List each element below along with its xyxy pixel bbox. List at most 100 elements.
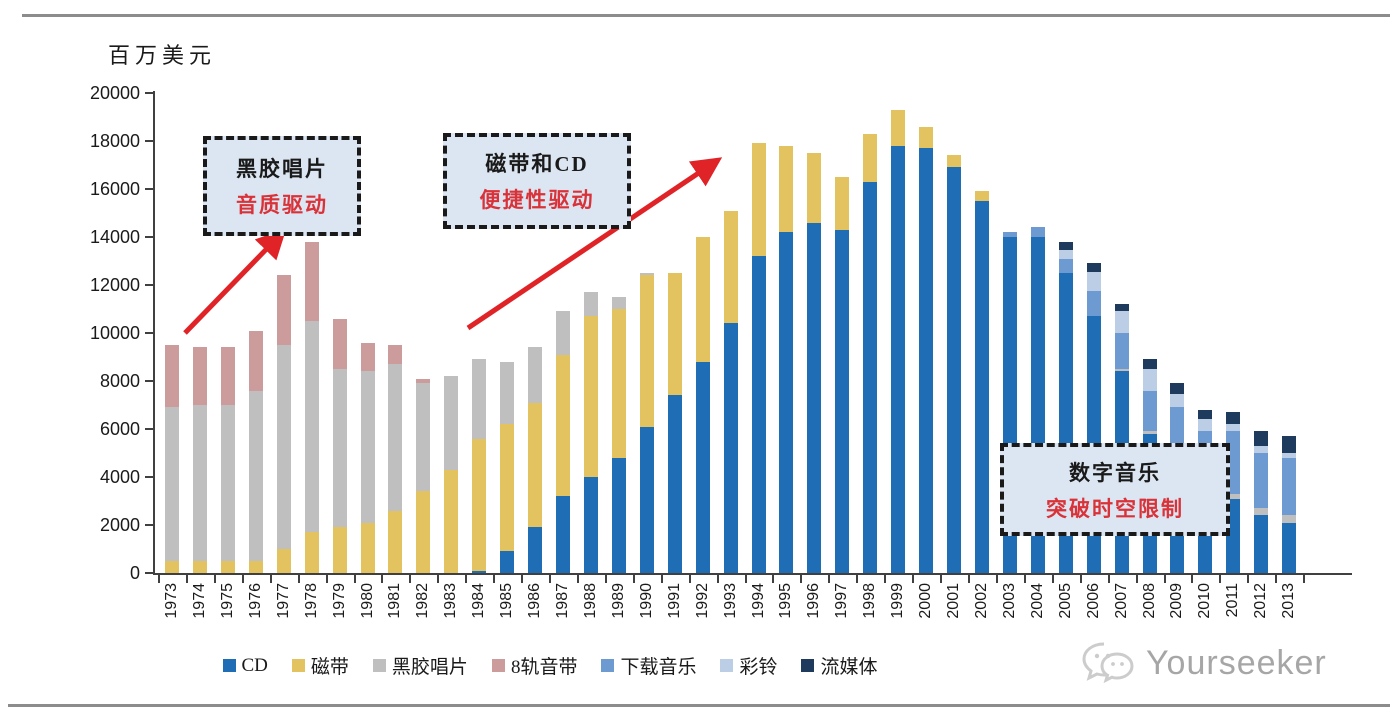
bar-segment-流媒体-2009[interactable] [1170,383,1185,395]
bar-segment-下载音乐-2007[interactable] [1114,333,1129,369]
bar-segment-黑胶唱片-1977[interactable] [276,345,291,549]
bar-segment-磁带-1987[interactable] [556,354,571,497]
bar-segment-CD-1986[interactable] [528,527,543,573]
bar-segment-CD-2002[interactable] [974,201,989,573]
bar-segment-彩铃-2008[interactable] [1142,369,1157,391]
bar-segment-黑胶唱片-1987[interactable] [556,311,571,355]
bar-segment-黑胶唱片-1976[interactable] [248,390,263,561]
bar-segment-磁带-1985[interactable] [500,424,515,552]
bar-segment-CD-1995[interactable] [779,232,794,573]
bar-segment-CD-1990[interactable] [639,426,654,573]
legend-item-8轨音带[interactable]: 8轨音带 [491,652,577,679]
bar-segment-磁带-1982[interactable] [416,491,431,573]
bar-segment-磁带-1984[interactable] [472,438,487,571]
bar-segment-CD-2000[interactable] [919,148,934,573]
bar-segment-磁带-1991[interactable] [667,273,682,396]
bar-segment-磁带-1973[interactable] [165,561,179,573]
bar-segment-黑胶唱片-1979[interactable] [332,369,347,528]
bar-segment-8轨音带-1978[interactable] [304,241,319,321]
bar-segment-下载音乐-2003[interactable] [1002,232,1017,237]
bar-segment-下载音乐-2012[interactable] [1254,453,1269,509]
bar-segment-8轨音带-1975[interactable] [220,347,235,405]
bar-segment-下载音乐-2004[interactable] [1030,227,1045,237]
bar-segment-CD-2001[interactable] [947,167,962,573]
bar-segment-黑胶唱片-1978[interactable] [304,321,319,533]
bar-segment-CD-1994[interactable] [751,256,766,573]
bar-segment-下载音乐-2005[interactable] [1058,258,1073,273]
bar-segment-黑胶唱片-1990[interactable] [639,273,654,276]
bar-segment-流媒体-2008[interactable] [1142,359,1157,369]
bar-segment-流媒体-2011[interactable] [1226,412,1241,425]
bar-segment-CD-1999[interactable] [891,145,906,573]
bar-segment-下载音乐-2008[interactable] [1142,390,1157,432]
bar-segment-CD-1997[interactable] [835,229,850,573]
bar-segment-CD-2013[interactable] [1282,522,1297,573]
bar-segment-黑胶唱片-1973[interactable] [165,407,179,561]
bar-segment-彩铃-2011[interactable] [1226,424,1241,432]
bar-segment-磁带-1978[interactable] [304,532,319,573]
legend-item-CD[interactable]: CD [222,655,268,677]
bar-segment-彩铃-2006[interactable] [1086,271,1101,291]
bar-segment-黑胶唱片-1981[interactable] [388,364,403,511]
bar-segment-磁带-2001[interactable] [947,155,962,168]
bar-segment-黑胶唱片-2007[interactable] [1114,369,1129,372]
legend-item-彩铃[interactable]: 彩铃 [720,652,777,679]
bar-segment-8轨音带-1980[interactable] [360,342,375,372]
bar-segment-流媒体-2007[interactable] [1114,304,1129,312]
bar-segment-黑胶唱片-2013[interactable] [1282,515,1297,523]
bar-segment-CD-1987[interactable] [556,496,571,573]
bar-segment-磁带-1992[interactable] [695,237,710,362]
bar-segment-8轨音带-1976[interactable] [248,330,263,391]
legend-item-黑胶唱片[interactable]: 黑胶唱片 [372,652,468,679]
bar-segment-流媒体-2012[interactable] [1254,431,1269,446]
bar-segment-黑胶唱片-1984[interactable] [472,359,487,439]
bar-segment-CD-1992[interactable] [695,361,710,573]
bar-segment-黑胶唱片-1989[interactable] [611,297,626,309]
bar-segment-磁带-1998[interactable] [863,133,878,182]
bar-segment-CD-1984[interactable] [472,570,487,573]
bar-segment-CD-1993[interactable] [723,323,738,573]
bar-segment-CD-2012[interactable] [1254,515,1269,573]
bar-segment-磁带-1999[interactable] [891,109,906,146]
bar-segment-磁带-1996[interactable] [807,153,822,223]
bar-segment-8轨音带-1977[interactable] [276,275,291,345]
bar-segment-黑胶唱片-1983[interactable] [444,376,459,470]
bar-segment-下载音乐-2013[interactable] [1282,457,1297,516]
bar-segment-彩铃-2005[interactable] [1058,250,1073,259]
bar-segment-CD-1991[interactable] [667,395,682,573]
bar-segment-黑胶唱片-1988[interactable] [583,292,598,317]
bar-segment-彩铃-2009[interactable] [1170,394,1185,408]
bar-segment-黑胶唱片-1980[interactable] [360,371,375,523]
bar-segment-流媒体-2010[interactable] [1198,409,1213,420]
bar-segment-下载音乐-2006[interactable] [1086,291,1101,317]
bar-segment-黑胶唱片-2011[interactable] [1226,493,1241,499]
bar-segment-CD-1985[interactable] [500,551,515,573]
bar-segment-彩铃-2013[interactable] [1282,453,1297,458]
bar-segment-8轨音带-1979[interactable] [332,318,347,369]
bar-segment-8轨音带-1974[interactable] [192,347,207,405]
bar-segment-流媒体-2006[interactable] [1086,263,1101,272]
bar-segment-8轨音带-1973[interactable] [165,345,179,408]
bar-segment-磁带-1981[interactable] [388,510,403,573]
bar-segment-流媒体-2013[interactable] [1282,436,1297,453]
bar-segment-黑胶唱片-2008[interactable] [1142,431,1157,434]
bar-segment-8轨音带-1981[interactable] [388,345,403,365]
bar-segment-磁带-1983[interactable] [444,469,459,573]
bar-segment-黑胶唱片-1982[interactable] [416,383,431,492]
bar-segment-磁带-1977[interactable] [276,549,291,573]
legend-item-下载音乐[interactable]: 下载音乐 [601,652,696,679]
legend-item-磁带[interactable]: 磁带 [291,652,349,679]
bar-segment-黑胶唱片-1975[interactable] [220,405,235,561]
bar-segment-CD-1998[interactable] [863,181,878,573]
bar-segment-流媒体-2005[interactable] [1058,241,1073,251]
bar-segment-黑胶唱片-1985[interactable] [500,361,515,425]
bar-segment-CD-1996[interactable] [807,222,822,573]
bar-segment-8轨音带-1982[interactable] [416,378,431,384]
bar-segment-彩铃-2012[interactable] [1254,445,1269,453]
bar-segment-CD-1989[interactable] [611,457,626,573]
legend-item-流媒体[interactable]: 流媒体 [801,652,878,679]
bar-segment-CD-1988[interactable] [583,477,598,573]
bar-segment-磁带-1976[interactable] [248,561,263,573]
bar-segment-磁带-1997[interactable] [835,177,850,230]
bar-segment-彩铃-2007[interactable] [1114,311,1129,333]
